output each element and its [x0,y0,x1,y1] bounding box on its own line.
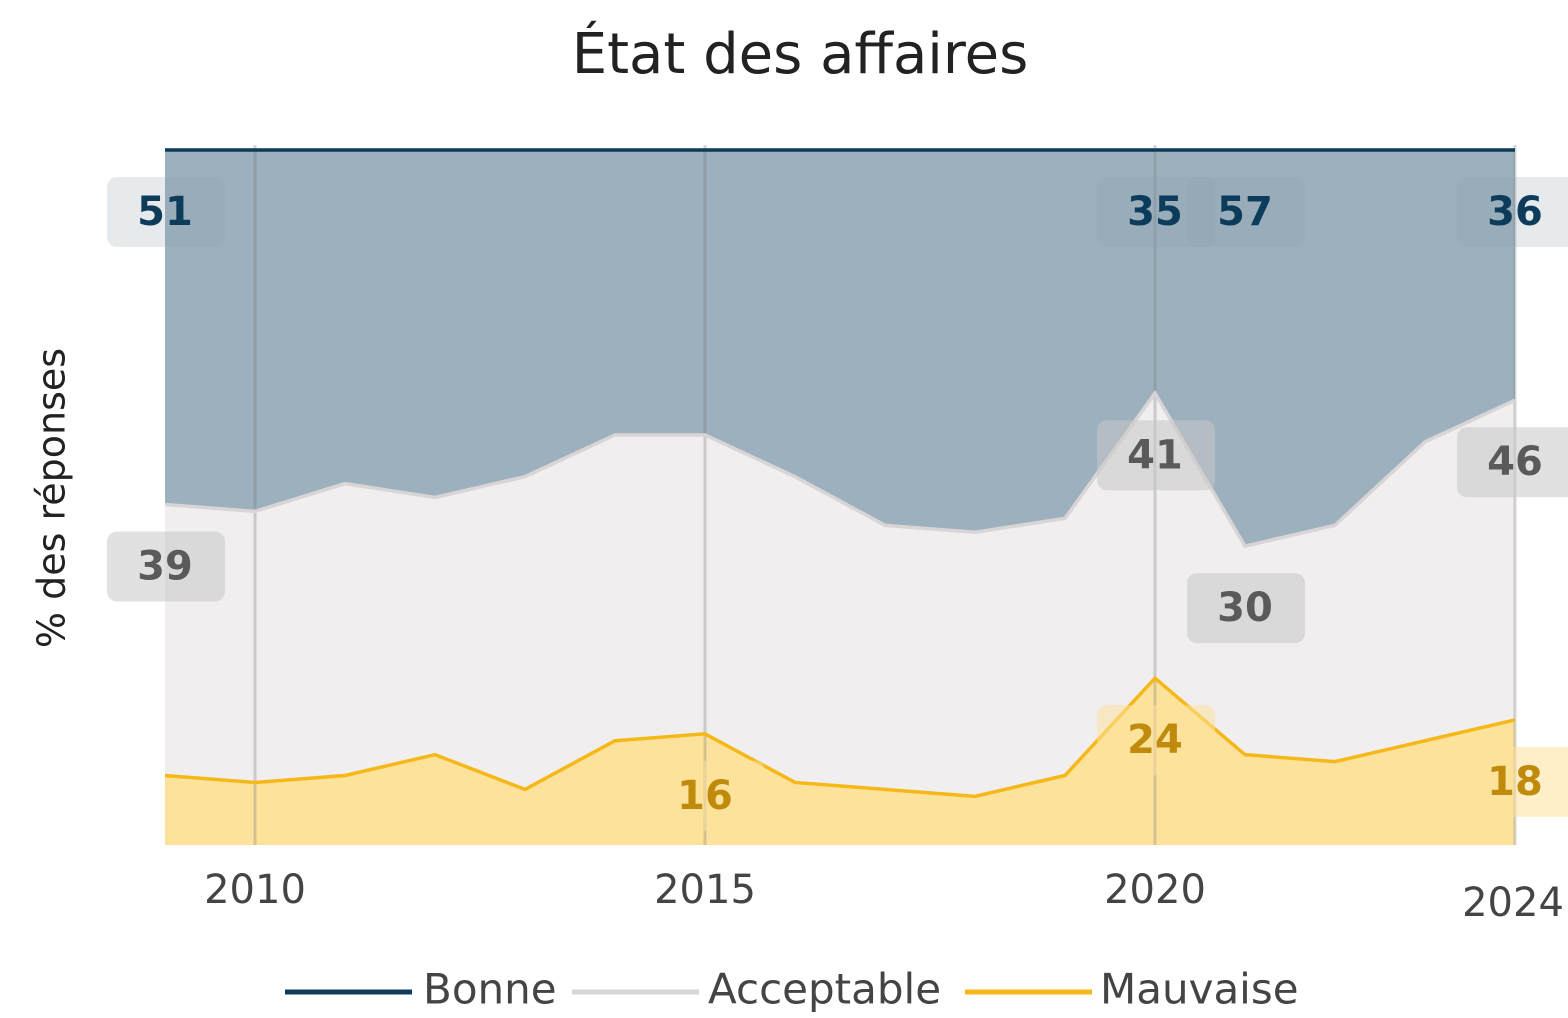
data-label: 24 [1127,717,1183,763]
data-label-bg [107,177,225,247]
area [165,150,1515,547]
data-label: 16 [677,773,733,819]
data-label: 36 [1487,189,1543,235]
legend-label: Bonne [423,965,557,1014]
lines [164,148,1516,799]
data-label: 30 [1217,585,1273,631]
labels: 16 24 18 39 41 30 46 51 35 57 36 [107,177,1568,831]
data-label-bg [1457,177,1568,247]
data-label: 57 [1217,189,1273,235]
areas [165,145,1517,845]
data-label-bg [107,531,225,602]
data-label-bg [1097,705,1215,776]
data-label: 18 [1487,759,1543,805]
line [164,675,1516,799]
x-tick-label: 2010 [204,867,306,913]
line [164,390,1516,549]
data-label-bg [647,760,765,831]
x-tick-label: 2024 [1462,880,1564,926]
data-label-bg [1457,746,1568,817]
x-tick-label: 2015 [654,867,756,913]
data-label: 41 [1127,432,1183,478]
data-label-bg [1187,573,1305,644]
chart-title: État des affaires [572,22,1029,87]
data-label: 39 [137,543,193,589]
data-label: 35 [1127,189,1183,235]
data-label-bg [1187,177,1305,247]
data-label-bg [1097,177,1215,247]
data-label-bg [1097,420,1215,491]
legend-label: Acceptable [708,965,941,1014]
legend-label: Mauvaise [1100,965,1299,1014]
data-label: 46 [1487,439,1543,485]
data-label-bg [1457,427,1568,498]
y-axis-title: % des réponses [30,348,74,648]
data-label: 51 [137,189,193,235]
x-tick-label: 2020 [1104,867,1206,913]
